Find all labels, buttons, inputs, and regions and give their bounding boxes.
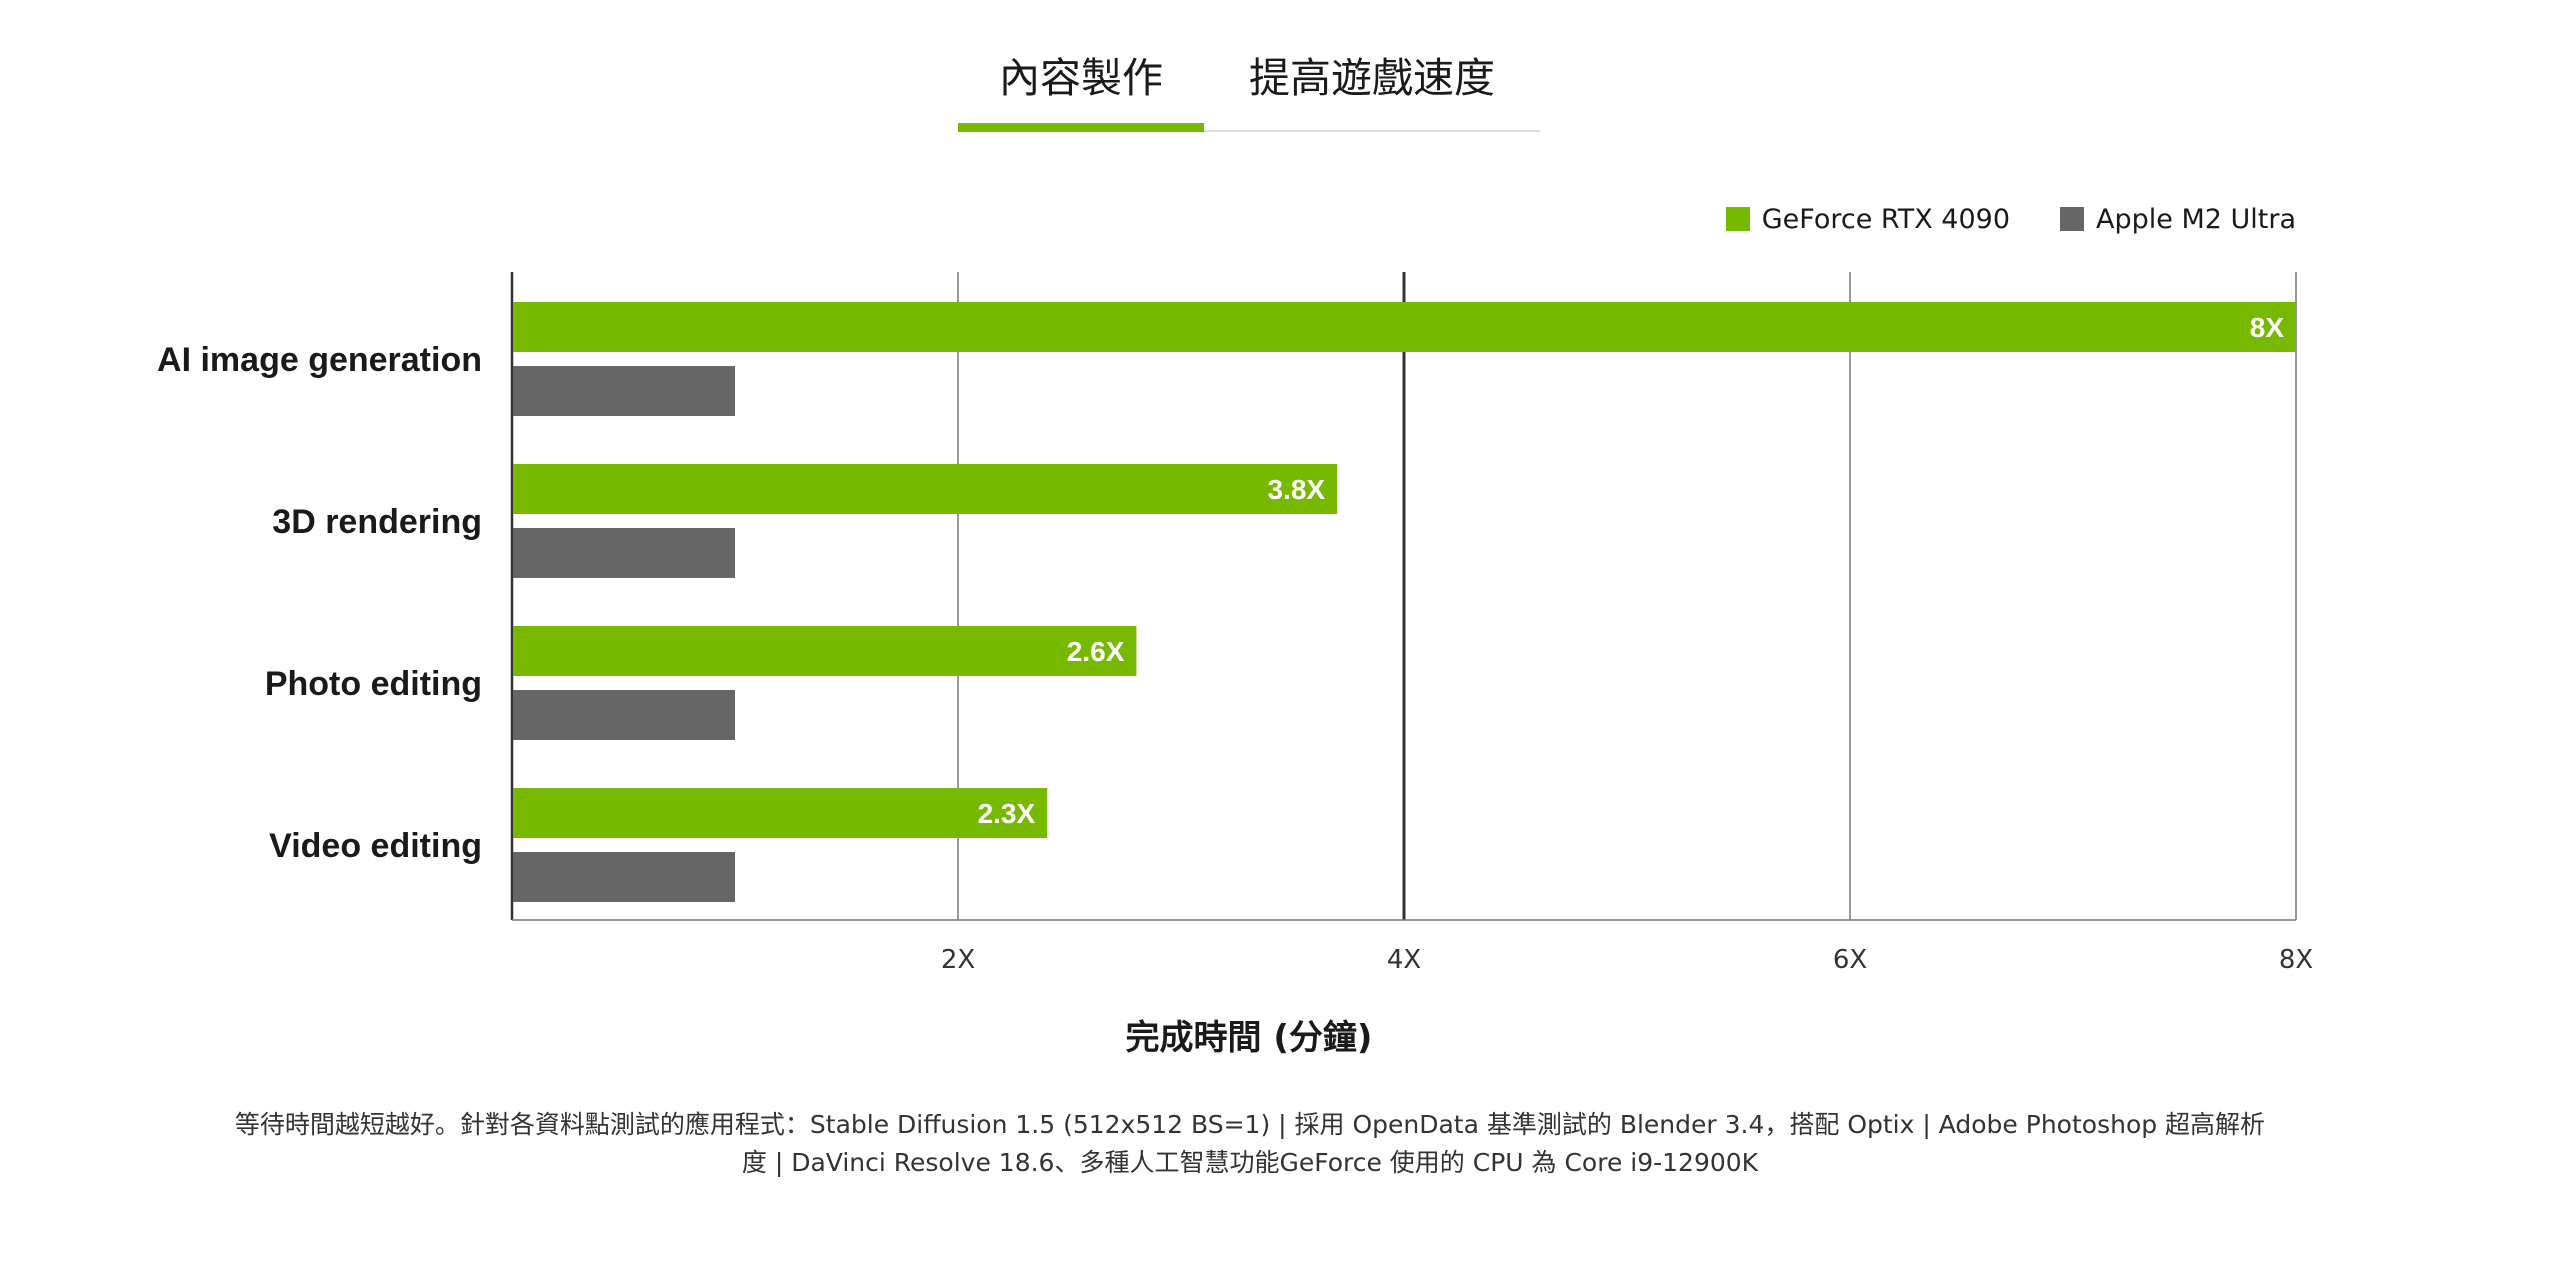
legend-label-apple: Apple M2 Ultra [2096,203,2296,235]
x-tick-label-8x: 8X [2279,945,2313,975]
x-tick-label-4x: 4X [1387,945,1421,975]
legend-swatch-geforce [1725,207,1750,231]
category-label-ai-image-generation: AI image generation [157,341,482,379]
footnote: 等待時間越短越好。針對各資料點測試的應用程式：Stable Diffusion … [180,1106,2320,1182]
bar-photo-editing-series-0 [513,626,1137,676]
legend-label-geforce: GeForce RTX 4090 [1761,203,2010,235]
data-label-3d-rendering: 3.8X [1267,474,1325,505]
tab-bar: 內容製作 提高遊戲速度 [958,40,1540,132]
bar-ai-image-generation-series-1 [513,366,735,416]
bar-chart: 2X 4X 6X 8X AI image generation 8X 3D renderin… [157,272,2313,975]
active-tab-indicator [958,123,1204,132]
data-label-ai-image-generation: 8X [2250,312,2285,343]
legend-item-geforce: GeForce RTX 4090 [1725,203,2010,235]
category-label-photo-editing: Photo editing [265,665,482,703]
tab-gaming-speed[interactable]: 提高遊戲速度 [1249,54,1495,102]
data-label-photo-editing: 2.6X [1067,636,1125,667]
bar-video-editing-series-0 [513,788,1048,838]
tab-content-creation[interactable]: 內容製作 [999,54,1163,102]
bar-3d-rendering-series-1 [513,528,735,578]
legend-item-apple: Apple M2 Ultra [2060,204,2296,235]
x-tick-label-6x: 6X [1833,945,1867,975]
bar-3d-rendering-series-0 [513,464,1338,514]
footnote-line-2: 度 | DaVinci Resolve 18.6、多種人工智慧功能GeForce… [741,1148,1759,1177]
x-tick-label-2x: 2X [941,945,975,975]
bar-ai-image-generation-series-0 [513,302,2296,352]
legend-swatch-apple [2060,207,2084,231]
bar-video-editing-series-1 [513,852,735,902]
category-label-3d-rendering: 3D rendering [272,503,482,541]
chart-legend: GeForce RTX 4090 Apple M2 Ultra [1676,203,2296,235]
x-axis-title: 完成時間 (分鐘) [1125,1018,1373,1058]
category-label-video-editing: Video editing [269,827,482,865]
footnote-line-1: 等待時間越短越好。針對各資料點測試的應用程式：Stable Diffusion … [234,1110,2266,1139]
bar-photo-editing-series-1 [513,690,735,740]
data-label-video-editing: 2.3X [978,798,1036,829]
